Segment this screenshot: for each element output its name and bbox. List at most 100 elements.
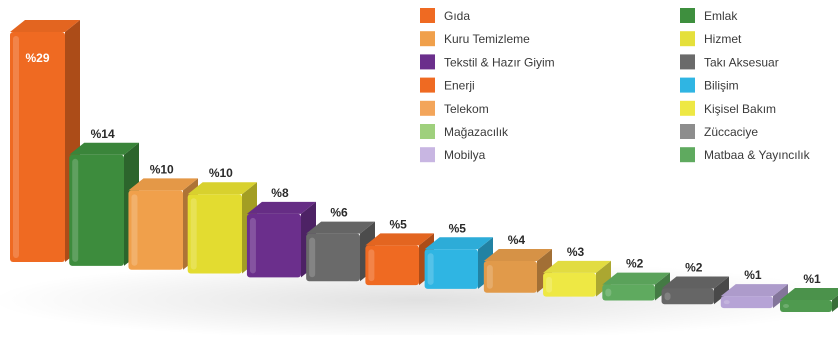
legend-label: Züccaciye (704, 125, 758, 139)
bar-value-label: %8 (271, 186, 289, 200)
bar-top (69, 142, 139, 155)
bar-front (543, 272, 596, 297)
legend-swatch (680, 77, 695, 93)
legend-item: Mobilya (420, 147, 486, 163)
bars: %29 %14 %10 %10 %8 %6 %5 %5 %4 %3 %2 %2 %1 %1 (10, 20, 838, 312)
bar-value-label: %2 (626, 257, 644, 271)
bar-value-label: %10 (209, 166, 233, 180)
legend-label: Hizmet (704, 32, 742, 46)
bar-front (10, 32, 65, 262)
bar-highlight (190, 198, 197, 270)
legend-item: Kişisel Bakım (680, 100, 776, 116)
legend-label: Kuru Temizleme (444, 32, 530, 46)
bar-highlight (249, 217, 256, 274)
legend-label: Matbaa & Yayıncılık (704, 148, 811, 162)
bar-highlight (605, 288, 612, 297)
bar: %10 (187, 166, 257, 274)
bar: %6 (306, 206, 375, 282)
legend-item: Takı Aksesuar (680, 54, 779, 70)
legend-label: Mobilya (444, 148, 486, 162)
legend-swatch (680, 31, 695, 47)
bar-top (483, 249, 552, 262)
bar: %2 (661, 260, 729, 305)
bar-top (10, 20, 80, 32)
legend-swatch (420, 147, 435, 163)
bar-top (365, 233, 434, 246)
bar-value-label: %1 (744, 268, 762, 282)
legend-item: Hizmet (680, 31, 742, 47)
bar-side (714, 276, 729, 305)
legend-item: Tekstil & Hazır Giyim (420, 54, 555, 70)
legend-label: Telekom (444, 102, 489, 116)
bar-highlight (427, 253, 434, 285)
legend-item: Telekom (420, 100, 489, 116)
bar-value-label: %2 (685, 260, 703, 274)
bar: %1 (780, 272, 838, 312)
bar-side (596, 260, 611, 297)
legend-swatch (680, 54, 695, 70)
bar: %14 (69, 127, 139, 266)
bar-front (128, 190, 183, 270)
bar-front (602, 284, 655, 301)
bar-highlight (368, 249, 375, 282)
legend-label: Kişisel Bakım (704, 102, 776, 116)
legend-item: Gıda (420, 8, 470, 23)
bar-side (773, 284, 788, 309)
bar-front (720, 296, 773, 309)
bar-value-label: %4 (508, 233, 526, 247)
bar-top (424, 237, 493, 250)
bar-value-label: %1 (803, 272, 821, 286)
bar: %5 (424, 221, 493, 289)
legend-swatch (680, 147, 695, 163)
bar: %29 (10, 20, 80, 262)
bar-highlight (723, 300, 730, 305)
bar-front (661, 288, 714, 305)
legend-label: Tekstil & Hazır Giyim (444, 55, 555, 69)
bar-front (424, 249, 478, 289)
bar-side (832, 295, 838, 312)
bar-top (128, 178, 198, 191)
bar-top (602, 272, 670, 285)
bar-front (483, 261, 537, 293)
legend-swatch (420, 54, 435, 70)
legend-label: Takı Aksesuar (704, 55, 779, 69)
legend-item: Züccaciye (680, 124, 758, 139)
bar-top (661, 276, 729, 289)
legend-swatch (680, 8, 695, 23)
bar-top (780, 288, 838, 300)
legend-item: Enerji (420, 77, 475, 93)
bar-highlight (546, 276, 553, 293)
bar-front (187, 194, 242, 274)
bar-top (246, 201, 316, 214)
bar-highlight (13, 36, 19, 258)
bar: %2 (602, 257, 670, 301)
bar-top (187, 182, 257, 195)
bar-front (246, 213, 301, 278)
bar-front (365, 245, 419, 286)
legend-item: Emlak (680, 8, 738, 23)
legend-swatch (680, 124, 695, 139)
legend-label: Mağazacılık (444, 125, 509, 139)
bar-top (720, 284, 788, 297)
legend-item: Mağazacılık (420, 124, 509, 139)
legend-swatch (420, 100, 435, 116)
legend-item: Bilişim (680, 77, 739, 93)
bar-top (306, 221, 375, 234)
bar-value-label: %10 (150, 162, 174, 176)
legend: Gıda Kuru Temizleme Tekstil & Hazır Giyim E… (420, 8, 811, 163)
bar-highlight (486, 265, 493, 289)
legend-item: Matbaa & Yayıncılık (680, 147, 811, 163)
bar-highlight (131, 194, 138, 266)
bar-value-label: %5 (449, 221, 467, 235)
legend-swatch (420, 124, 435, 139)
bar-value-label: %6 (330, 206, 348, 220)
bar-value-label: %14 (91, 127, 115, 141)
bar-value-label: %29 (25, 51, 49, 65)
bar-top (543, 260, 611, 273)
legend-swatch (420, 31, 435, 47)
bar-front (780, 300, 832, 312)
bar-value-label: %5 (390, 217, 408, 231)
legend-item: Kuru Temizleme (420, 31, 530, 47)
